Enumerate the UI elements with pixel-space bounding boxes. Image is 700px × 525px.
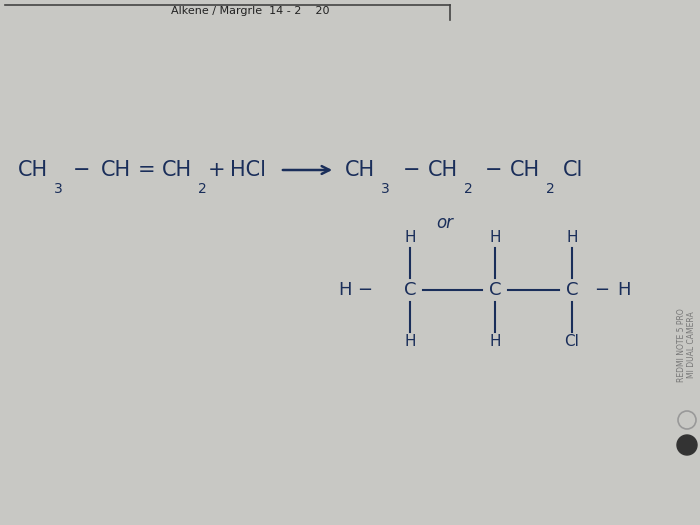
Text: or: or [437,214,454,232]
Text: 2: 2 [464,182,473,196]
Text: −: − [594,281,609,299]
Text: =: = [138,160,155,180]
Text: H: H [489,334,500,350]
Text: CH: CH [18,160,48,180]
Text: H: H [338,281,351,299]
Text: C: C [566,281,578,299]
Text: 2: 2 [198,182,206,196]
Text: −: − [485,160,503,180]
Text: −: − [73,160,90,180]
Circle shape [677,435,697,455]
Text: H: H [404,334,416,350]
Text: CH: CH [345,160,375,180]
Text: Alkene / Margrle  14 - 2    20: Alkene / Margrle 14 - 2 20 [171,6,329,16]
Text: −: − [358,281,372,299]
Text: −: − [403,160,421,180]
Text: CH: CH [428,160,458,180]
Text: H: H [489,230,500,246]
Text: REDMI NOTE 5 PRO: REDMI NOTE 5 PRO [678,308,687,382]
Text: CH: CH [510,160,540,180]
Text: 3: 3 [54,182,63,196]
Text: 2: 2 [546,182,554,196]
Text: H: H [404,230,416,246]
Text: Cl: Cl [563,160,583,180]
Text: C: C [404,281,416,299]
Text: C: C [489,281,501,299]
Text: 3: 3 [381,182,390,196]
Text: H: H [566,230,578,246]
Text: CH: CH [162,160,192,180]
Text: MI DUAL CAMERA: MI DUAL CAMERA [687,312,696,379]
Text: HCl: HCl [230,160,266,180]
Text: H: H [617,281,631,299]
Text: Cl: Cl [565,334,580,350]
Text: +: + [208,160,225,180]
Text: CH: CH [101,160,131,180]
